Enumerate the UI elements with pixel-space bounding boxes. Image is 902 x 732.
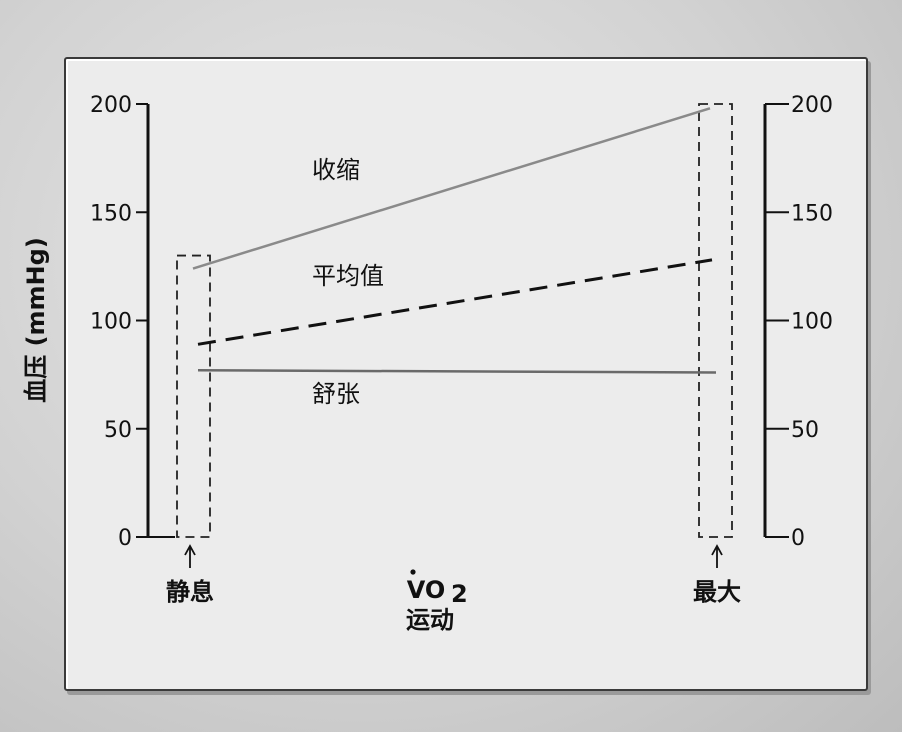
right-tick-label-50: 50 xyxy=(791,418,819,443)
x-start-label: 静息 xyxy=(166,578,214,606)
right-tick-label-150: 150 xyxy=(791,201,833,226)
series-label-0: 收缩 xyxy=(312,156,360,184)
series-line-2 xyxy=(197,369,717,374)
x-end-label: 最大 xyxy=(693,578,741,606)
series-label-2: 舒张 xyxy=(312,380,360,408)
rest-dashed-box xyxy=(176,254,211,538)
max-dashed-box xyxy=(698,103,733,538)
series-label-1: 平均值 xyxy=(312,262,384,290)
series-line-0 xyxy=(192,107,711,270)
x-center-label-exercise: 运动 xyxy=(406,606,454,634)
left-tick-label-50: 50 xyxy=(104,418,132,443)
left-tick-label-150: 150 xyxy=(90,201,132,226)
right-tick-label-0: 0 xyxy=(791,526,805,551)
series-line-1 xyxy=(197,258,713,346)
left-tick-label-200: 200 xyxy=(90,93,132,118)
vo2-dot xyxy=(410,569,416,575)
y-axis-label: 血压 (mmHg) xyxy=(22,237,50,403)
max-arrow-head xyxy=(711,544,723,556)
right-tick-label-100: 100 xyxy=(791,310,833,335)
rest-arrow-head xyxy=(184,544,196,556)
x-center-label-main: VO xyxy=(407,576,446,604)
chart-panel xyxy=(64,57,868,691)
x-center-label-sub: 2 xyxy=(451,580,468,608)
left-tick-label-100: 100 xyxy=(90,310,132,335)
right-tick-label-200: 200 xyxy=(791,93,833,118)
left-tick-label-0: 0 xyxy=(118,526,132,551)
